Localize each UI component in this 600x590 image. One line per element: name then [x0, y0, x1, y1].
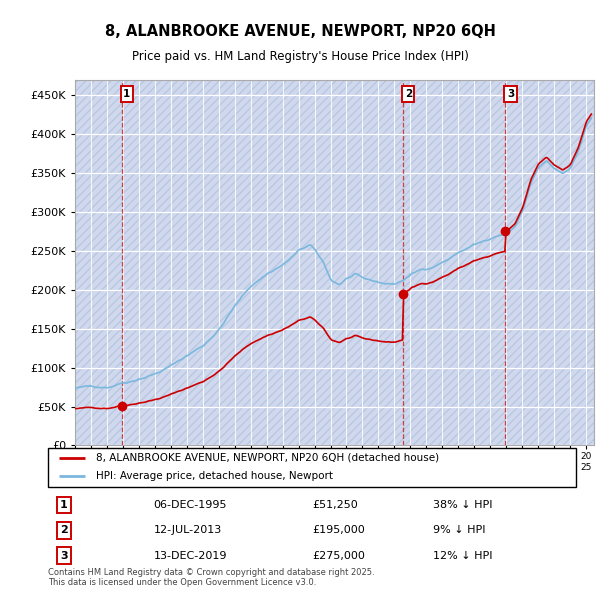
Text: 2: 2 — [404, 89, 412, 99]
Text: £275,000: £275,000 — [312, 550, 365, 560]
Text: 06-DEC-1995: 06-DEC-1995 — [154, 500, 227, 510]
Text: 12-JUL-2013: 12-JUL-2013 — [154, 525, 222, 535]
FancyBboxPatch shape — [48, 448, 576, 487]
Text: 1: 1 — [60, 500, 68, 510]
Text: HPI: Average price, detached house, Newport: HPI: Average price, detached house, Newp… — [95, 471, 332, 481]
Text: £195,000: £195,000 — [312, 525, 365, 535]
Text: 38% ↓ HPI: 38% ↓ HPI — [433, 500, 493, 510]
Text: 12% ↓ HPI: 12% ↓ HPI — [433, 550, 493, 560]
Text: 1: 1 — [123, 89, 130, 99]
Text: Contains HM Land Registry data © Crown copyright and database right 2025.
This d: Contains HM Land Registry data © Crown c… — [48, 568, 374, 587]
Text: 8, ALANBROOKE AVENUE, NEWPORT, NP20 6QH: 8, ALANBROOKE AVENUE, NEWPORT, NP20 6QH — [104, 24, 496, 38]
Text: Price paid vs. HM Land Registry's House Price Index (HPI): Price paid vs. HM Land Registry's House … — [131, 50, 469, 63]
Text: 3: 3 — [507, 89, 514, 99]
Text: 8, ALANBROOKE AVENUE, NEWPORT, NP20 6QH (detached house): 8, ALANBROOKE AVENUE, NEWPORT, NP20 6QH … — [95, 453, 439, 463]
Text: 9% ↓ HPI: 9% ↓ HPI — [433, 525, 486, 535]
Text: £51,250: £51,250 — [312, 500, 358, 510]
Text: 3: 3 — [60, 550, 68, 560]
Text: 2: 2 — [60, 525, 68, 535]
Text: 13-DEC-2019: 13-DEC-2019 — [154, 550, 227, 560]
